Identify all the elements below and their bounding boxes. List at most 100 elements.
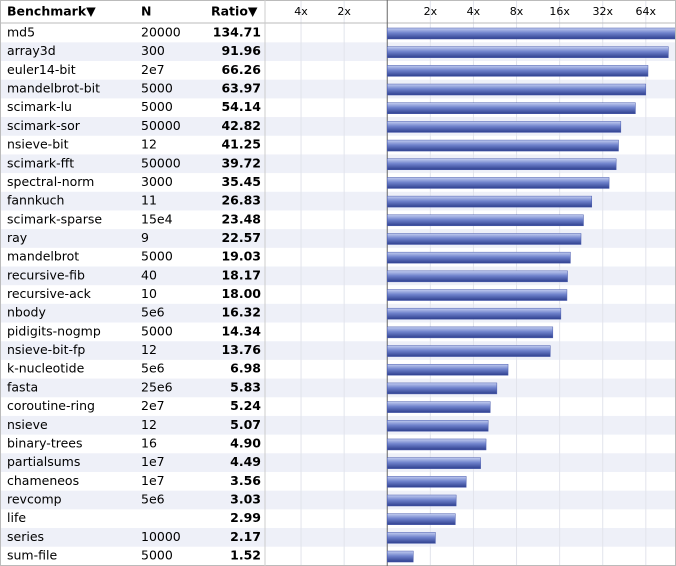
benchmark-name: sum-file xyxy=(7,548,57,563)
benchmark-name: nbody xyxy=(7,305,46,320)
bar xyxy=(386,158,617,171)
ratio-label: 18.17 xyxy=(221,267,261,282)
n-value: 10 xyxy=(141,286,157,301)
bar xyxy=(386,46,669,58)
ratio-label: 3.03 xyxy=(230,492,261,507)
n-value: 40 xyxy=(141,267,157,282)
benchmark-name: fasta xyxy=(7,379,38,394)
bar xyxy=(386,550,414,563)
bar xyxy=(386,289,568,301)
n-value: 5000 xyxy=(141,249,173,264)
x-tick-label: 64x xyxy=(636,5,657,18)
bar xyxy=(386,83,647,96)
n-value: 9 xyxy=(141,230,149,245)
plot-area xyxy=(386,27,675,563)
ratio-label: 6.98 xyxy=(230,361,261,376)
bar xyxy=(386,270,568,283)
ratio-label: 4.49 xyxy=(230,454,261,469)
ratio-label: 63.97 xyxy=(221,81,261,96)
bar xyxy=(386,307,562,320)
benchmark-name: life xyxy=(7,510,26,525)
n-value: 5e6 xyxy=(141,361,165,376)
bar xyxy=(386,195,593,208)
ratio-label: 19.03 xyxy=(221,249,261,264)
benchmark-name: array3d xyxy=(7,43,56,58)
benchmark-name: md5 xyxy=(7,25,35,40)
row-shade xyxy=(0,303,676,323)
ratio-label: 23.48 xyxy=(221,211,261,226)
ratio-label: 14.34 xyxy=(221,323,261,338)
ratio-label: 4.90 xyxy=(230,435,261,450)
benchmark-name: mandelbrot-bit xyxy=(7,81,100,96)
n-value: 12 xyxy=(141,417,157,432)
ratio-label: 2.99 xyxy=(230,510,261,525)
bar xyxy=(386,532,436,544)
bar xyxy=(386,251,571,264)
benchmark-name: ray xyxy=(7,230,28,245)
bar xyxy=(386,65,649,77)
bar xyxy=(386,513,456,525)
bar xyxy=(386,27,675,40)
bar xyxy=(386,121,622,133)
ratio-label: 134.71 xyxy=(213,25,261,40)
benchmark-name: euler14-bit xyxy=(7,62,76,77)
benchmark-name: k-nucleotide xyxy=(7,361,85,376)
ratio-label: 54.14 xyxy=(221,99,261,114)
n-value: 5e6 xyxy=(141,492,165,507)
benchmark-name: binary-trees xyxy=(7,435,82,450)
x-tick-label: 8x xyxy=(510,5,524,18)
n-value: 1e7 xyxy=(141,454,165,469)
benchmark-name: nsieve xyxy=(7,417,48,432)
n-value: 50000 xyxy=(141,155,181,170)
n-value: 5000 xyxy=(141,99,173,114)
benchmark-name: nsieve-bit xyxy=(7,137,69,152)
n-value: 20000 xyxy=(141,25,181,40)
benchmark-name: spectral-norm xyxy=(7,174,94,189)
bar xyxy=(386,139,619,152)
x-tick-label: 2x xyxy=(337,5,351,18)
n-value: 12 xyxy=(141,137,157,152)
n-value: 5000 xyxy=(141,323,173,338)
benchmark-name: pidigits-nogmp xyxy=(7,323,101,338)
ratio-label: 13.76 xyxy=(221,342,261,357)
bar xyxy=(386,438,487,451)
ratio-label: 18.00 xyxy=(221,286,261,301)
benchmark-name: coroutine-ring xyxy=(7,398,95,413)
bar xyxy=(386,382,498,395)
benchmark-name: fannkuch xyxy=(7,193,64,208)
n-value: 300 xyxy=(141,43,165,58)
bar xyxy=(386,214,584,227)
n-value: 5000 xyxy=(141,81,173,96)
row-shade xyxy=(0,490,676,510)
benchmark-name: scimark-sparse xyxy=(7,211,102,226)
ratio-label: 5.24 xyxy=(230,398,261,413)
benchmark-name: mandelbrot xyxy=(7,249,79,264)
header-n[interactable]: N xyxy=(141,4,151,19)
bar xyxy=(386,457,481,469)
row-shade xyxy=(0,378,676,398)
ratio-label: 16.32 xyxy=(221,305,261,320)
benchmark-name: recursive-fib xyxy=(7,267,85,282)
header-ratio[interactable]: Ratio▼ xyxy=(211,4,258,19)
n-value: 10000 xyxy=(141,529,181,544)
bar xyxy=(386,345,551,357)
n-value: 1e7 xyxy=(141,473,165,488)
ratio-label: 35.45 xyxy=(221,174,261,189)
ratio-label: 42.82 xyxy=(221,118,261,133)
header-benchmark[interactable]: Benchmark▼ xyxy=(7,4,96,19)
benchmark-name: scimark-lu xyxy=(7,99,72,114)
n-value: 25e6 xyxy=(141,379,173,394)
ratio-label: 22.57 xyxy=(221,230,261,245)
row-shade xyxy=(0,415,676,435)
n-value: 5000 xyxy=(141,548,173,563)
benchmark-name: nsieve-bit-fp xyxy=(7,342,85,357)
ratio-label: 39.72 xyxy=(221,155,261,170)
n-value: 3000 xyxy=(141,174,173,189)
benchmark-name: chameneos xyxy=(7,473,79,488)
bar xyxy=(386,326,554,339)
benchmark-name: partialsums xyxy=(7,454,80,469)
n-value: 2e7 xyxy=(141,398,165,413)
n-value: 12 xyxy=(141,342,157,357)
benchmark-name: revcomp xyxy=(7,492,62,507)
x-tick-label: 32x xyxy=(592,5,613,18)
